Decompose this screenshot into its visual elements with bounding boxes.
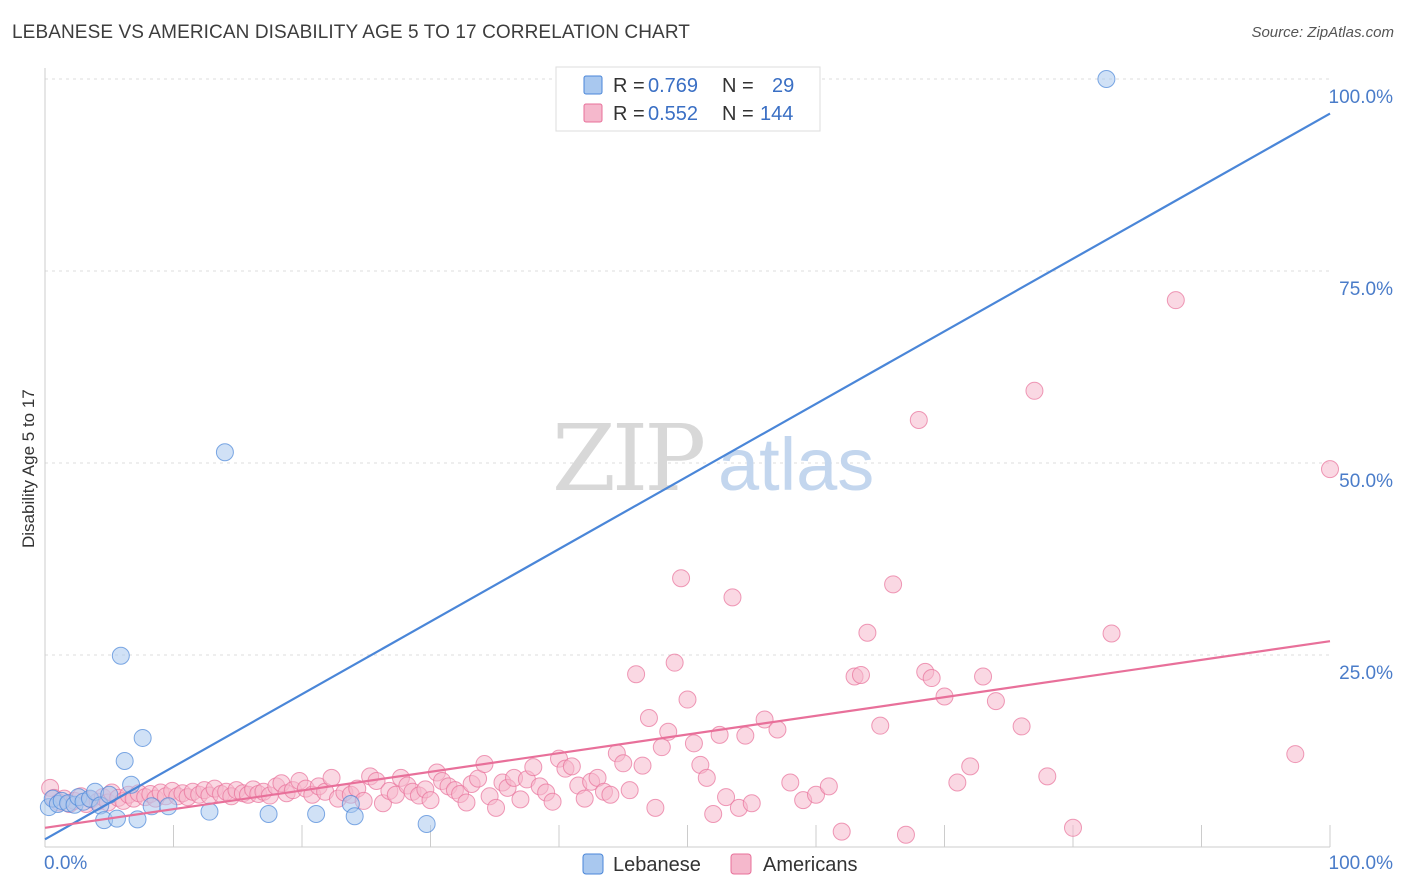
americans-point: [1025, 381, 1044, 400]
legend-n-label-americans: N =: [722, 103, 754, 125]
trend-line-lebanese: [44, 112, 1331, 841]
americans-point: [511, 790, 530, 809]
y-tick-label: 75.0%: [1339, 279, 1393, 300]
americans-point: [1321, 460, 1339, 479]
watermark: ZIP atlas: [552, 405, 874, 512]
americans-point: [781, 773, 800, 792]
lebanese-point: [345, 807, 364, 826]
trend-lines: [44, 112, 1331, 841]
americans-point: [871, 716, 890, 735]
legend-box: R = 0.769 N = 29 R = 0.552 N = 144: [555, 66, 821, 132]
y-tick-label: 25.0%: [1339, 663, 1393, 684]
x-tick-label: 100.0%: [1329, 853, 1394, 874]
americans-point: [639, 708, 658, 727]
americans-point: [620, 781, 639, 800]
americans-point: [457, 793, 476, 812]
americans-point: [678, 690, 697, 709]
americans-point: [896, 825, 915, 844]
americans-point: [807, 785, 825, 804]
americans-point: [1102, 624, 1121, 643]
legend-r-value-americans: 0.552: [648, 103, 698, 125]
lebanese-point: [133, 728, 152, 747]
bottom-legend-swatch-americans: [730, 853, 752, 875]
y-tick-label: 50.0%: [1339, 471, 1393, 492]
americans-point: [909, 410, 928, 429]
americans-point: [646, 798, 665, 817]
lebanese-point: [111, 646, 130, 665]
americans-point: [768, 720, 787, 739]
americans-point: [543, 792, 562, 811]
americans-point: [1038, 767, 1057, 786]
bottom-legend-swatch-lebanese: [582, 853, 604, 875]
americans-point: [562, 757, 581, 776]
americans-point: [665, 653, 684, 672]
legend-r-label-americans: R =: [613, 103, 645, 125]
americans-point: [986, 692, 1005, 711]
americans-point: [736, 726, 755, 745]
lebanese-series: [39, 70, 1116, 833]
lebanese-point: [307, 804, 326, 823]
americans-point: [1286, 745, 1305, 764]
americans-point: [922, 669, 941, 688]
americans-point: [858, 623, 877, 642]
lebanese-point: [159, 797, 178, 816]
americans-series: [41, 291, 1339, 844]
y-axis-label: Disability Age 5 to 17: [19, 389, 38, 548]
x-tick-label: 0.0%: [44, 853, 87, 874]
bottom-legend-americans: Americans: [763, 854, 857, 876]
chart-title: LEBANESE VS AMERICAN DISABILITY AGE 5 TO…: [12, 22, 691, 43]
legend-swatch-americans: [583, 103, 603, 123]
chart-source: Source: ZipAtlas.com: [1251, 24, 1394, 41]
americans-point: [1012, 717, 1031, 736]
lebanese-point: [115, 751, 134, 770]
americans-point: [421, 791, 440, 810]
legend-swatch-lebanese: [583, 75, 603, 95]
americans-point: [322, 768, 341, 787]
americans-point: [601, 785, 620, 804]
watermark-zip: ZIP: [552, 405, 703, 512]
watermark-atlas: atlas: [718, 423, 874, 506]
americans-point: [819, 777, 838, 796]
americans-point: [487, 798, 506, 817]
americans-point: [672, 569, 691, 588]
grid-lines: [45, 78, 1330, 656]
legend-n-label-lebanese: N =: [722, 75, 754, 97]
legend-n-value-americans: 144: [760, 103, 793, 125]
americans-point: [948, 773, 967, 792]
tick-labels: 25.0% 50.0% 75.0% 100.0% 0.0% 100.0%: [44, 87, 1393, 874]
americans-point: [1166, 291, 1185, 310]
legend-r-label-lebanese: R =: [613, 75, 645, 97]
americans-point: [1064, 818, 1082, 837]
americans-point: [832, 822, 851, 841]
americans-point: [524, 758, 543, 777]
americans-point: [704, 804, 723, 823]
y-tick-label: 100.0%: [1329, 87, 1394, 108]
americans-point: [684, 734, 703, 753]
americans-point: [723, 588, 742, 607]
lebanese-point: [259, 804, 278, 823]
americans-point: [742, 794, 761, 813]
americans-point: [851, 665, 870, 684]
americans-point: [633, 756, 652, 775]
bottom-legend: Lebanese Americans: [582, 853, 857, 876]
lebanese-point: [215, 443, 234, 462]
americans-point: [974, 667, 993, 686]
americans-point: [652, 738, 671, 757]
americans-point: [717, 788, 736, 807]
americans-point: [961, 757, 980, 776]
americans-point: [575, 789, 594, 808]
bottom-legend-lebanese: Lebanese: [613, 854, 701, 876]
americans-point: [614, 754, 633, 773]
legend-r-value-lebanese: 0.769: [648, 75, 698, 97]
lebanese-point: [1097, 70, 1116, 88]
lebanese-point: [417, 814, 436, 833]
americans-point: [697, 768, 716, 787]
legend-n-value-lebanese: 29: [772, 75, 794, 97]
americans-point: [627, 665, 646, 684]
trend-line-americans: [44, 640, 1331, 829]
americans-point: [884, 575, 903, 594]
